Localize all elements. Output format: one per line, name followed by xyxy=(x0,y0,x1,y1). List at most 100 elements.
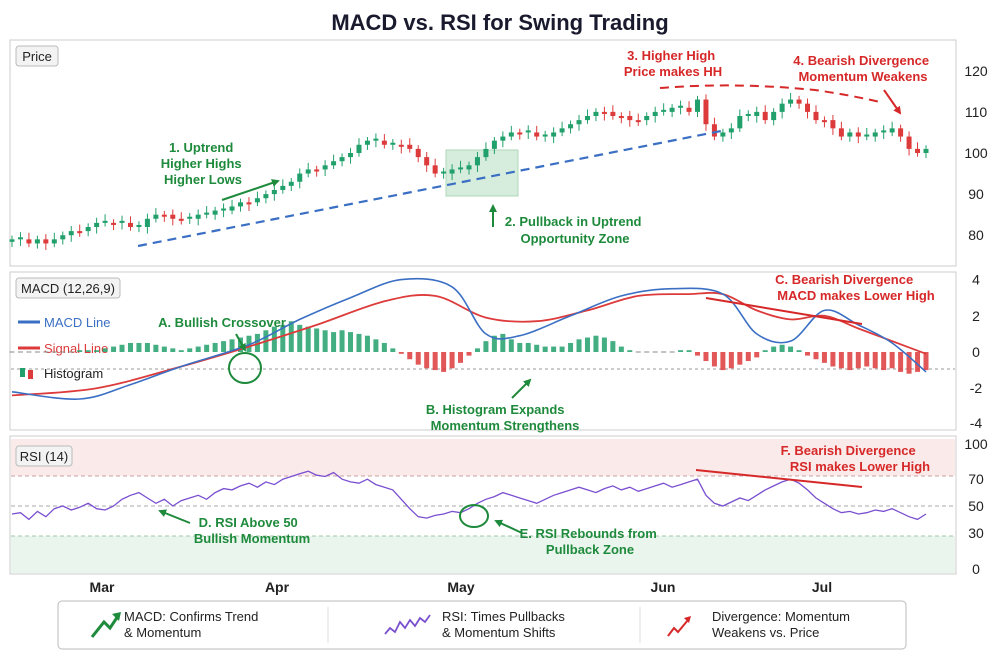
price-candle xyxy=(568,120,574,134)
price-candle xyxy=(847,128,853,142)
rsi-oversold-zone xyxy=(11,536,955,573)
macd-histogram-bar xyxy=(889,352,895,369)
macd-histogram-bar xyxy=(297,324,303,352)
macd-histogram-bar xyxy=(398,352,404,354)
macd-histogram-bar xyxy=(415,352,421,365)
price-candle xyxy=(204,206,210,219)
macd-histogram-bar xyxy=(855,352,861,369)
rsi-above-50-arrow xyxy=(158,509,191,524)
macd-histogram-bar xyxy=(779,344,785,352)
price-candle xyxy=(491,136,497,155)
macd-legend-macd-label: MACD Line xyxy=(44,315,110,330)
rsi-squiggle-icon xyxy=(384,614,431,635)
macd-histogram-bar xyxy=(170,348,176,352)
x-axis-tick: Apr xyxy=(265,579,290,595)
macd-label-text: MACD (12,26,9) xyxy=(21,281,115,296)
rsi-label-text: RSI (14) xyxy=(20,449,68,464)
price-candle xyxy=(652,106,658,123)
macd-histogram-bar xyxy=(678,350,684,352)
x-axis: Mar Apr May Jun Jul xyxy=(90,579,833,595)
macd-histogram-bar xyxy=(449,352,455,369)
price-candle xyxy=(788,92,794,108)
macd-axis-tick: 4 xyxy=(972,272,980,288)
rsi-overbought-zone xyxy=(11,439,955,476)
macd-histogram-bar xyxy=(94,350,100,352)
annotation-macd-divergence: C. Bearish Divergence MACD makes Lower H… xyxy=(775,272,935,303)
macd-histogram-bar xyxy=(305,326,311,352)
macd-histogram-bar xyxy=(195,346,201,352)
price-candle xyxy=(745,110,751,122)
price-candle xyxy=(246,197,252,211)
price-candle xyxy=(669,104,675,118)
x-axis-tick: Jun xyxy=(651,579,676,595)
rsi-rebound-circle xyxy=(459,504,489,528)
price-candle xyxy=(364,136,370,150)
bottom-legend: MACD: Confirms Trend & Momentum RSI: Tim… xyxy=(57,600,907,650)
price-candle xyxy=(635,113,641,126)
price-candle xyxy=(77,224,83,237)
price-candle xyxy=(195,209,201,226)
macd-histogram-bar xyxy=(331,332,337,352)
macd-histogram-bar xyxy=(737,352,743,365)
macd-histogram-bar xyxy=(246,335,252,352)
price-candle xyxy=(111,219,117,231)
price-candle xyxy=(407,138,413,153)
annotation-higher-high: 3. Higher High Price makes HH xyxy=(624,48,722,79)
price-candle xyxy=(889,121,895,137)
macd-histogram-bar xyxy=(441,352,447,372)
price-candle xyxy=(373,133,379,148)
legend-item-macd: MACD: Confirms Trend & Momentum xyxy=(124,609,262,640)
price-candle xyxy=(686,101,692,116)
price-panel-frame xyxy=(9,39,957,267)
bullish-crossover-circle xyxy=(228,352,262,384)
price-candle xyxy=(762,105,768,124)
price-candle xyxy=(432,158,438,178)
macd-histogram-bar xyxy=(593,335,599,352)
price-candle xyxy=(390,139,396,150)
price-candle xyxy=(229,199,235,215)
macd-histogram-bar xyxy=(864,352,870,367)
macd-histogram-bar xyxy=(407,352,413,360)
macd-histogram-bar xyxy=(356,333,362,352)
legend-item-divergence: Divergence: Momentum Weakens vs. Price xyxy=(712,609,854,640)
price-candle xyxy=(821,116,827,128)
macd-histogram-bar xyxy=(525,342,531,352)
macd-histogram-bar xyxy=(77,350,83,352)
price-candle xyxy=(348,147,354,164)
price-candle xyxy=(263,190,269,204)
price-candle xyxy=(644,112,650,126)
price-candle xyxy=(593,108,599,122)
price-candle xyxy=(813,105,819,124)
macd-histogram-bar xyxy=(686,350,692,352)
price-candle xyxy=(322,160,328,177)
macd-histogram-bar xyxy=(178,350,184,352)
price-candle xyxy=(703,94,709,131)
price-candle xyxy=(508,125,514,141)
macd-histogram-bar xyxy=(221,341,227,352)
rsi-axis-tick: 50 xyxy=(968,498,984,514)
macd-histogram-bar xyxy=(711,352,717,367)
price-candle xyxy=(305,162,311,178)
annotation-rsi-rebound: E. RSI Rebounds from Pullback Zone xyxy=(520,526,661,557)
macd-histogram-bar xyxy=(153,344,159,352)
macd-histogram-bar xyxy=(204,344,210,352)
price-candle xyxy=(737,109,743,133)
price-candle xyxy=(212,206,218,220)
macd-legend-hist-swatch-red xyxy=(28,370,33,379)
macd-histogram-bar xyxy=(339,330,345,352)
macd-legend-signal-label: Signal Line xyxy=(44,341,108,356)
macd-histogram-bar xyxy=(474,348,480,352)
price-candle xyxy=(923,145,929,159)
x-axis-tick: May xyxy=(447,579,474,595)
annotation-price-divergence: 4. Bearish Divergence Momentum Weakens xyxy=(793,53,932,84)
price-candle xyxy=(864,127,870,141)
price-candle xyxy=(356,138,362,157)
price-candle xyxy=(441,167,447,179)
price-candle xyxy=(127,216,133,231)
macd-histogram-bar xyxy=(491,335,497,352)
price-candle xyxy=(551,127,557,144)
price-candle xyxy=(627,110,633,127)
price-candle xyxy=(678,100,684,115)
macd-histogram-bar xyxy=(695,352,700,356)
macd-histogram-bar xyxy=(796,350,802,352)
